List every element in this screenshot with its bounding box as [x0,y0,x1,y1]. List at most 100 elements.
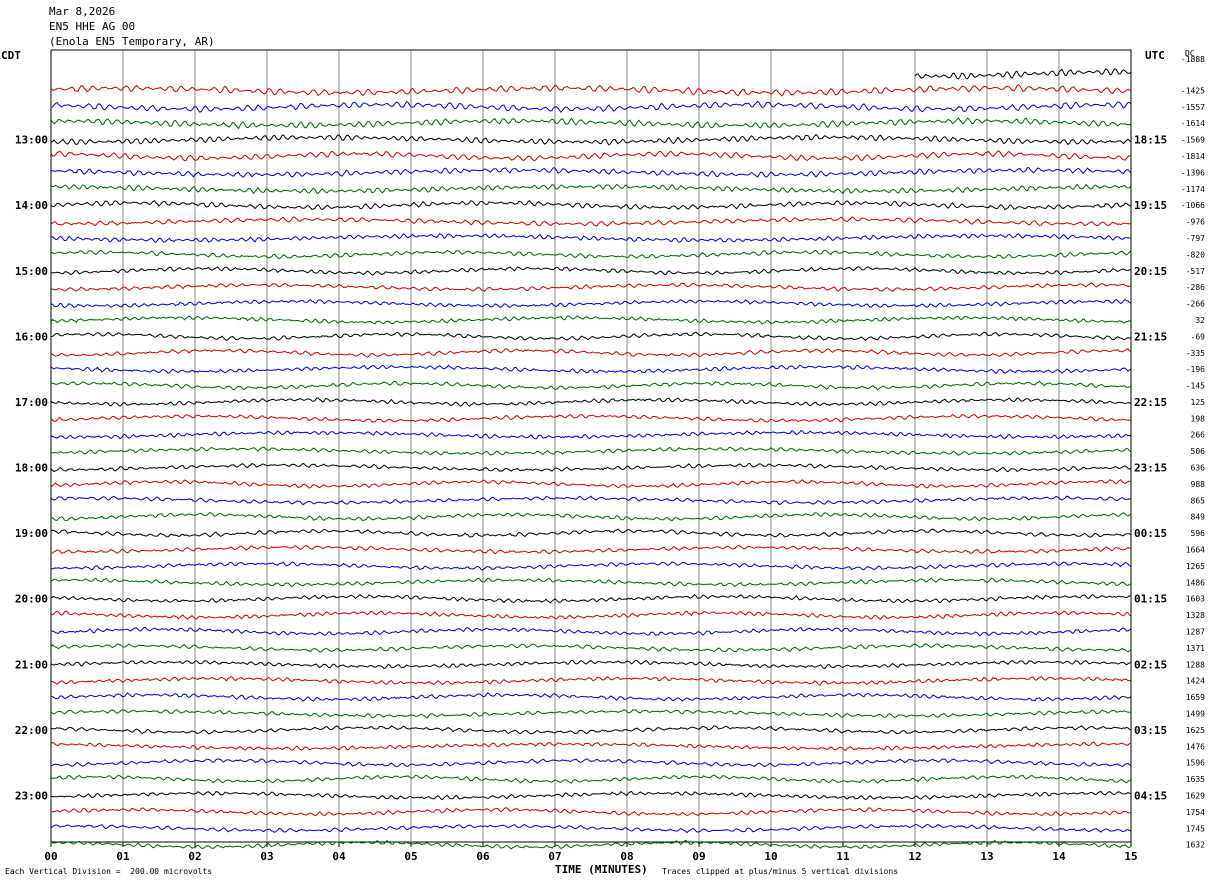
seismic-trace [50,495,1132,506]
right-hour-label: 20:15 [1134,265,1167,278]
dc-offset-label: 266 [1191,431,1206,440]
dc-offset-label: 1745 [1186,824,1205,833]
seismic-trace [50,758,1132,768]
dc-offset-label: 1328 [1186,611,1205,620]
scale-footnote: Each Vertical Division = 200.00 microvol… [5,867,213,876]
seismic-trace [50,675,1132,686]
location-label: (Enola EN5 Temporary, AR) [49,35,215,48]
dc-offset-label: 1499 [1186,710,1205,719]
dc-offset-label: -1814 [1181,152,1205,161]
seismic-trace [50,249,1132,260]
seismic-trace [50,709,1132,719]
dc-offset-label: -1396 [1181,168,1205,177]
dc-offset-label: -1425 [1181,86,1205,95]
dc-offset-label: 636 [1191,464,1206,473]
clip-footnote: Traces clipped at plus/minus 5 vertical … [662,867,899,876]
dc-offset-label: 1754 [1186,808,1205,817]
dc-offset-label: 865 [1191,496,1206,505]
dc-offset-label: -1614 [1181,119,1205,128]
left-hour-label: 15:00 [15,265,48,278]
dc-offset-label: 506 [1191,447,1206,456]
dc-offset-label: 1659 [1186,693,1205,702]
seismic-trace [50,348,1132,358]
seismic-trace [50,429,1132,440]
seismic-trace [50,216,1132,227]
seismic-trace [51,807,1132,817]
seismic-trace [50,774,1132,784]
right-timezone-label: UTC [1145,49,1165,62]
seismic-trace [50,659,1132,670]
left-hour-label: 22:00 [15,724,48,737]
seismic-trace [50,100,1132,113]
dc-offset-label: -1174 [1181,185,1205,194]
seismic-trace [50,446,1132,456]
seismic-trace [51,790,1132,801]
dc-offset-label: -1569 [1181,136,1205,145]
seismic-trace [50,823,1132,834]
left-hour-label: 13:00 [15,134,48,147]
dc-offset-label: -820 [1186,250,1205,259]
x-tick-label: 00 [44,850,57,863]
dc-offset-label: 1265 [1186,562,1205,571]
right-hour-label: 00:15 [1134,527,1167,540]
seismic-trace [50,331,1131,341]
plot-frame [50,49,1132,843]
channel-label: EN5 HHE AG 00 [49,20,136,33]
dc-offset-label: 1629 [1186,791,1205,800]
x-tick-label: 11 [836,850,850,863]
right-hour-label: 18:15 [1134,134,1167,147]
right-hour-label: 02:15 [1134,658,1167,671]
x-tick-label: 03 [260,850,273,863]
dc-offset-label: 125 [1191,398,1206,407]
dc-offset-label: 1664 [1186,546,1205,555]
dc-offset-label: -976 [1186,218,1205,227]
x-tick-label: 01 [116,850,130,863]
left-hour-label: 17:00 [15,396,48,409]
seismic-trace [50,528,1132,538]
x-axis-title: TIME (MINUTES) [555,863,648,876]
dc-offset-label: 1632 [1186,841,1205,850]
dc-offset-label: 1371 [1186,644,1205,653]
left-hour-label: 14:00 [15,199,48,212]
dc-offset-label: 1596 [1186,759,1205,768]
dc-offset-label: -1888 [1181,55,1205,64]
right-hour-label: 19:15 [1134,199,1167,212]
seismic-trace [50,167,1132,178]
right-hour-label: 04:15 [1134,789,1167,802]
seismic-trace [50,610,1132,620]
x-tick-label: 08 [620,850,633,863]
dc-header-label: DC [1185,49,1195,58]
x-tick-label: 07 [548,850,561,863]
dc-offset-label: -517 [1186,267,1205,276]
dc-offset-label: 988 [1191,480,1206,489]
seismic-trace [50,626,1132,637]
x-tick-label: 02 [188,850,201,863]
x-tick-label: 14 [1052,850,1066,863]
x-tick-label: 13 [980,850,993,863]
left-hour-label: 16:00 [15,330,48,343]
seismic-trace [50,741,1132,752]
seismic-trace [914,68,1132,80]
seismic-trace [50,839,1132,850]
left-hour-label: 20:00 [15,593,48,606]
seismic-trace [50,577,1132,588]
seismic-trace [50,397,1132,407]
dc-offset-label: -797 [1186,234,1205,243]
dc-offset-label: -1066 [1181,201,1205,210]
dc-offset-label: 1625 [1186,726,1205,735]
seismic-trace [50,511,1132,522]
seismic-trace [50,364,1132,374]
seismic-trace [50,200,1132,211]
seismic-trace [50,643,1132,653]
seismic-trace [50,314,1132,325]
seismic-trace [50,117,1132,130]
seismic-trace [50,380,1132,391]
dc-offset-label: 1635 [1186,775,1205,784]
left-hour-label: 19:00 [15,527,48,540]
seismic-trace [50,725,1132,735]
dc-offset-label: -196 [1186,365,1205,374]
x-tick-label: 04 [332,850,346,863]
seismic-trace [50,593,1132,604]
seismic-trace [50,298,1131,309]
